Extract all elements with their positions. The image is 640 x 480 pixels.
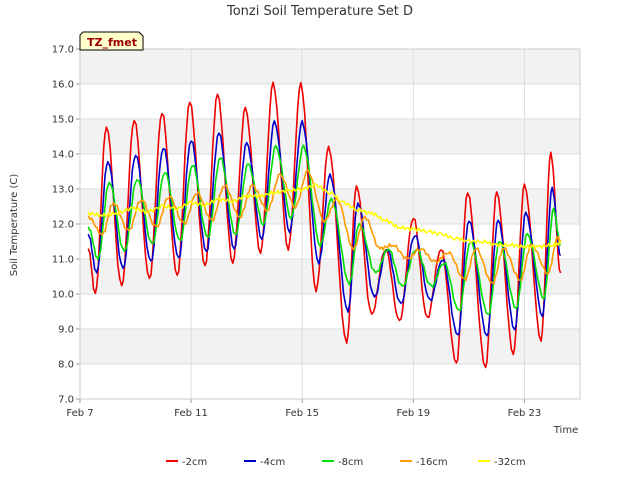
grid-band: [80, 329, 580, 364]
y-tick-label: 15.0: [52, 115, 74, 126]
y-tick-label: 13.0: [52, 185, 74, 196]
legend-label: -8cm: [338, 457, 363, 468]
series-line-neg4cm: [87, 120, 562, 337]
legend: -2cm -4cm -8cm -16cm -32cm: [166, 457, 526, 468]
y-axis-label: Soil Temperature (C): [9, 174, 20, 277]
y-tick-label: 14.0: [52, 150, 74, 161]
legend-label: -2cm: [182, 457, 207, 468]
legend-label: -16cm: [416, 457, 448, 468]
x-tick-label: Feb 7: [66, 408, 93, 419]
site-label-box: TZ_fmet: [79, 31, 144, 51]
x-tick-label: Feb 15: [285, 408, 319, 419]
y-tick-label: 8.0: [58, 360, 74, 371]
grid-band: [80, 49, 580, 84]
y-tick-label: 17.0: [52, 45, 74, 56]
y-tick-label: 11.0: [52, 255, 74, 266]
series-line-neg32cm: [87, 183, 562, 250]
grid-band: [80, 259, 580, 294]
y-tick-label: 7.0: [58, 395, 74, 406]
grid-band: [80, 119, 580, 154]
plot-area: 7.0 8.0 9.0 10.0 11.0 12.0 13.0 14.0 15.0 16.0 17.…: [52, 45, 581, 419]
legend-label: -4cm: [260, 457, 285, 468]
legend-label: -32cm: [494, 457, 526, 468]
y-tick-label: 12.0: [52, 220, 74, 231]
y-tick-label: 9.0: [58, 325, 74, 336]
site-label: TZ_fmet: [87, 36, 137, 49]
x-tick-label: Feb 19: [397, 408, 431, 419]
x-tick-label: Feb 23: [508, 408, 542, 419]
site-label-frame: [79, 31, 144, 51]
x-axis-label: Time: [553, 425, 578, 436]
x-tick-label: Feb 11: [174, 408, 208, 419]
y-tick-label: 10.0: [52, 290, 74, 301]
y-tick-label: 16.0: [52, 80, 74, 91]
plot-frame: [79, 48, 581, 400]
series-line-neg16cm: [87, 169, 562, 285]
chart-title: Tonzi Soil Temperature Set D: [226, 4, 413, 19]
